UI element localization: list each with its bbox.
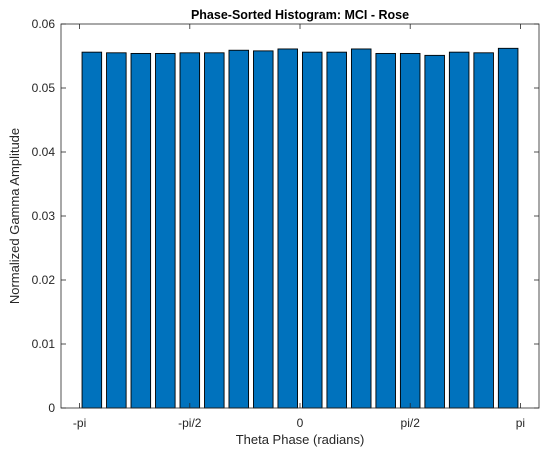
bar-10 bbox=[301, 51, 323, 409]
y-axis-label: Normalized Gamma Amplitude bbox=[7, 128, 22, 304]
bar-8 bbox=[253, 50, 274, 409]
bar-12 bbox=[350, 48, 372, 409]
y-tick-label: 0.03 bbox=[32, 209, 56, 223]
bar-4 bbox=[155, 52, 176, 409]
y-tick-label: 0.04 bbox=[32, 145, 56, 159]
x-tick-label: -pi/2 bbox=[178, 416, 202, 430]
y-tick-label: 0.01 bbox=[32, 337, 56, 351]
bar-9 bbox=[277, 48, 298, 409]
y-tick-label: 0.02 bbox=[32, 273, 56, 287]
bar-13 bbox=[375, 52, 396, 409]
bar-2 bbox=[106, 52, 127, 409]
x-axis-label: Theta Phase (radians) bbox=[236, 432, 365, 447]
x-tick-label: pi/2 bbox=[401, 416, 421, 430]
y-tick-label: 0.06 bbox=[32, 17, 56, 31]
bar-15 bbox=[424, 54, 445, 409]
bar-16 bbox=[448, 51, 470, 409]
axes-box bbox=[60, 23, 540, 409]
x-tick-label: -pi bbox=[73, 416, 86, 430]
bar-11 bbox=[326, 51, 347, 409]
x-tick-label: pi bbox=[516, 416, 525, 430]
x-tick-label: 0 bbox=[297, 416, 304, 430]
bar-18 bbox=[497, 47, 519, 409]
ticks-group: 0 0.01 0.02 0.03 0.04 0.05 0.06 -pi -pi/2 0 pi/2 pi bbox=[32, 17, 539, 430]
bars-group bbox=[81, 47, 519, 409]
bar-6 bbox=[204, 52, 225, 409]
bar-3 bbox=[130, 52, 152, 409]
bar-5 bbox=[179, 52, 201, 409]
bar-17 bbox=[473, 52, 494, 409]
y-tick-label: 0 bbox=[48, 401, 55, 415]
y-tick-label: 0.05 bbox=[32, 81, 56, 95]
chart-title: Phase-Sorted Histogram: MCI - Rose bbox=[191, 8, 409, 22]
bar-7 bbox=[228, 49, 250, 409]
bar-1 bbox=[81, 51, 103, 409]
bar-14 bbox=[399, 52, 421, 409]
